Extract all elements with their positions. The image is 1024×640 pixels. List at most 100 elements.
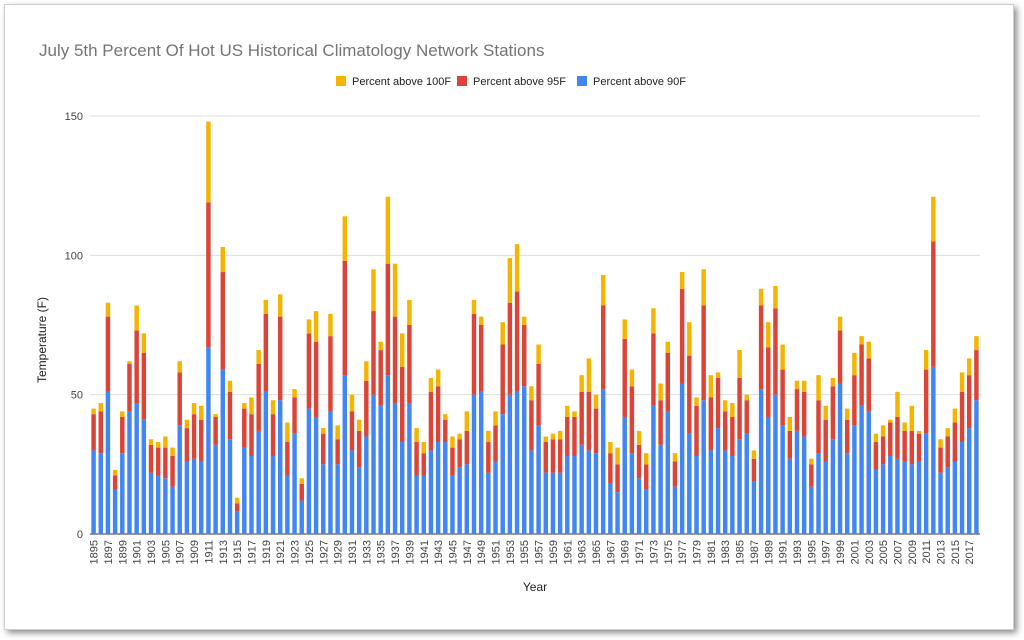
- bar-1976-above95: [672, 461, 678, 487]
- bar-1897-above100: [105, 302, 111, 317]
- x-tick-label: 1995: [806, 540, 818, 564]
- bar-1957-above90: [536, 425, 541, 534]
- legend-swatch-above95: [457, 76, 467, 86]
- x-tick-label: 1959: [548, 540, 560, 564]
- bar-2009-above95: [909, 430, 915, 465]
- bar-1924-above90: [299, 500, 304, 534]
- bar-1998-above100: [830, 377, 836, 387]
- bar-1959-above90: [550, 472, 556, 534]
- bar-2006-above95: [888, 422, 893, 456]
- bar-1947-above90: [464, 464, 470, 534]
- bar-1993-above95: [794, 389, 800, 431]
- bar-1999-above100: [837, 316, 843, 331]
- legend-label-above90: Percent above 90F: [593, 76, 686, 88]
- bar-1986-above90: [744, 433, 749, 534]
- bar-2017-above95: [967, 375, 972, 429]
- bar-1941-above95: [421, 453, 426, 476]
- bars: [91, 121, 979, 534]
- bar-2005-above90: [880, 464, 886, 534]
- bar-1971-above90: [636, 478, 642, 534]
- bar-1979-above95: [694, 405, 699, 456]
- bar-1943-above100: [435, 369, 441, 387]
- bar-1984-above90: [730, 455, 735, 534]
- bar-1962-above95: [572, 416, 577, 456]
- x-tick-label: 1927: [318, 540, 330, 564]
- y-tick-label: 0: [77, 529, 83, 541]
- x-tick-label: 2003: [864, 540, 876, 564]
- bar-1989-above90: [766, 416, 771, 534]
- bar-1991-above90: [780, 425, 785, 534]
- x-tick-label: 1939: [404, 540, 416, 564]
- x-tick-label: 1921: [275, 540, 287, 564]
- bar-1902-above100: [141, 333, 147, 353]
- bar-1930-above95: [342, 260, 348, 376]
- bar-1974-above90: [658, 444, 663, 534]
- bar-1952-above95: [500, 344, 505, 415]
- x-tick-label: 1947: [462, 540, 474, 564]
- bar-1952-above90: [500, 414, 505, 534]
- bar-1936-above95: [385, 263, 391, 376]
- x-tick-label: 1915: [232, 540, 244, 564]
- bar-1968-above95: [615, 464, 620, 493]
- bar-1985-above100: [737, 350, 742, 378]
- bar-2017-above100: [967, 358, 972, 376]
- bar-1957-above95: [536, 364, 541, 426]
- bar-1911-above95: [206, 202, 211, 348]
- bar-1939-above90: [407, 403, 412, 534]
- bar-1992-above90: [787, 458, 793, 534]
- bar-2018-above90: [974, 400, 979, 534]
- bar-1996-above95: [816, 400, 821, 454]
- x-tick-label: 2013: [936, 540, 948, 564]
- bar-1907-above90: [177, 425, 182, 534]
- bar-1959-above95: [550, 439, 556, 473]
- bar-2007-above95: [895, 416, 900, 459]
- bar-1947-above95: [464, 430, 470, 465]
- bar-1924-above95: [299, 483, 304, 501]
- bar-1926-above90: [313, 416, 319, 534]
- bar-1979-above90: [694, 455, 699, 534]
- bar-1929-above95: [335, 439, 340, 465]
- bar-1955-above95: [522, 325, 527, 387]
- x-tick-label: 1953: [505, 540, 517, 564]
- bar-1916-above95: [242, 408, 247, 448]
- bar-1983-above90: [722, 450, 728, 534]
- bar-2014-above90: [945, 467, 950, 534]
- bar-1920-above95: [270, 414, 276, 456]
- x-tick-label: 1897: [103, 540, 115, 564]
- bar-2015-above90: [952, 461, 958, 534]
- bar-1928-above95: [328, 336, 333, 412]
- x-tick-label: 2001: [849, 540, 861, 564]
- bar-1911-above100: [206, 121, 211, 203]
- bar-1913-above90: [220, 369, 226, 534]
- bar-1920-above90: [270, 455, 276, 534]
- bar-1973-above90: [651, 405, 656, 534]
- bar-1972-above90: [644, 489, 649, 534]
- bar-1897-above90: [105, 391, 111, 534]
- x-tick-label: 1993: [792, 540, 804, 564]
- bar-1949-above95: [478, 325, 484, 392]
- x-tick-label: 2007: [892, 540, 904, 564]
- bar-1960-above90: [557, 472, 563, 534]
- bar-1997-above90: [823, 461, 828, 534]
- x-tick-label: 2009: [907, 540, 919, 564]
- x-tick-label: 1911: [203, 540, 215, 564]
- bar-2010-above100: [916, 430, 922, 434]
- x-tick-label: 2011: [921, 540, 933, 564]
- bar-1917-above95: [249, 414, 254, 456]
- bar-1997-above95: [823, 419, 828, 462]
- bar-2003-above95: [866, 358, 871, 412]
- bar-1931-above100: [349, 394, 355, 412]
- bar-1975-above95: [665, 352, 671, 412]
- chart-title: July 5th Percent Of Hot US Historical Cl…: [39, 41, 545, 60]
- x-tick-label: 1975: [663, 540, 675, 564]
- bar-1921-above90: [277, 400, 283, 534]
- bar-2005-above95: [880, 436, 886, 465]
- bar-2012-above90: [931, 366, 936, 534]
- bar-2003-above100: [866, 341, 871, 359]
- bar-1909-above90: [191, 458, 197, 534]
- bar-2000-above95: [844, 419, 850, 454]
- bar-1936-above90: [385, 375, 391, 534]
- bar-1987-above90: [751, 481, 757, 534]
- bar-2002-above95: [859, 344, 864, 406]
- bar-2008-above100: [902, 422, 907, 431]
